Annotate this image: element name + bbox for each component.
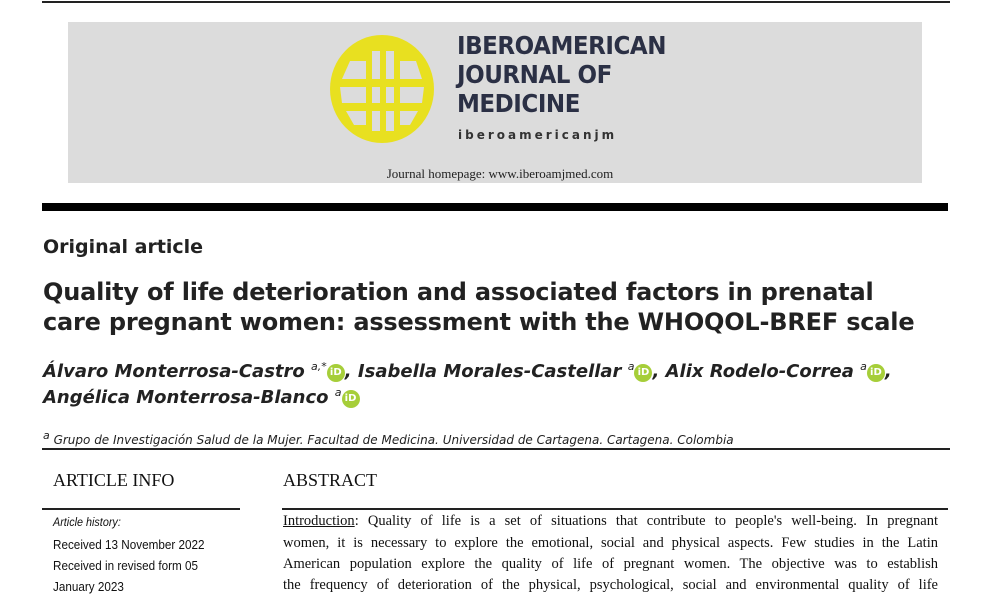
history-item: Received 13 November 2022 — [53, 537, 205, 552]
author-name: Álvaro Monterrosa-Castro — [43, 361, 305, 382]
intro-label: Introduction — [283, 513, 355, 529]
orcid-icon[interactable]: iD — [326, 364, 345, 382]
abstract-line: American population explore the quality … — [283, 556, 938, 572]
orcid-icon[interactable]: iD — [866, 364, 885, 382]
globe-icon — [330, 35, 434, 143]
abstract-text: : Quality of life is a set of situations… — [354, 513, 938, 529]
abstract-line: Introduction: Quality of life is a set o… — [283, 513, 938, 530]
author-name: Alix Rodelo-Correa — [665, 361, 854, 382]
abstract-heading: ABSTRACT — [283, 470, 378, 490]
author-name: Isabella Morales-Castellar — [357, 361, 622, 382]
abstract-line: women, it is necessary to explore the em… — [283, 535, 938, 551]
article-title: care pregnant women: assessment with the… — [43, 308, 915, 336]
journal-homepage[interactable]: Journal homepage: www.iberoamjmed.com — [386, 166, 614, 181]
author-list: Angélica Monterrosa-Blanco a iD — [43, 386, 360, 408]
author-name: Angélica Monterrosa-Blanco — [43, 387, 329, 408]
divider — [42, 508, 240, 510]
author-affil-mark: a — [334, 386, 342, 399]
article-title: Quality of life deterioration and associ… — [43, 278, 874, 306]
author-list: Álvaro Monterrosa-Castro a,* iD, Isabella… — [43, 360, 892, 382]
separator: , — [652, 361, 660, 382]
top-rule — [42, 1, 950, 3]
journal-name-line: IBEROAMERICAN — [457, 31, 667, 60]
journal-name-line: JOURNAL OF — [457, 60, 612, 89]
orcid-icon[interactable]: iD — [634, 364, 653, 382]
author-affil-mark: a — [860, 360, 867, 373]
orcid-icon[interactable]: iD — [341, 390, 360, 408]
author-affil-mark: a — [627, 360, 635, 373]
separator: , — [344, 361, 352, 382]
divider — [42, 448, 950, 450]
header-divider — [42, 203, 948, 211]
article-type: Original article — [43, 236, 204, 258]
article-info-heading: ARTICLE INFO — [53, 470, 175, 490]
journal-name-line: MEDICINE — [457, 89, 580, 118]
author-affil-mark: a,* — [311, 360, 327, 373]
history-item: January 2023 — [53, 579, 124, 594]
journal-banner — [68, 22, 922, 183]
affiliation: a Grupo de Investigación Salud de la Muj… — [43, 429, 734, 447]
history-label: Article history: — [53, 515, 121, 529]
divider — [282, 508, 948, 510]
affiliation-text: Grupo de Investigación Salud de la Mujer… — [53, 433, 734, 447]
separator: , — [884, 361, 892, 382]
journal-handle: iberoamericanjm — [458, 128, 618, 142]
history-item: Received in revised form 05 — [53, 558, 199, 573]
affil-mark: a — [43, 429, 50, 442]
abstract-line: the frequency of deterioration of the ph… — [283, 577, 938, 593]
